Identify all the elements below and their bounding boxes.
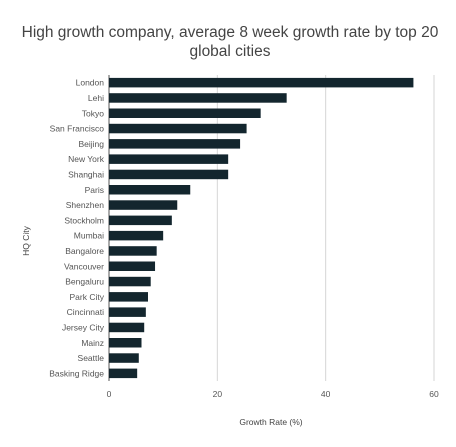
bar: [109, 368, 138, 379]
category-label: Tokyo: [82, 108, 104, 118]
bar: [109, 185, 191, 195]
bar: [109, 93, 287, 103]
category-label: Jersey City: [62, 322, 105, 332]
category-label: Cincinnati: [67, 307, 104, 317]
bar: [109, 215, 172, 226]
category-label: Shanghai: [68, 169, 104, 179]
gridlines: [108, 75, 435, 381]
category-label: Basking Ridge: [49, 368, 104, 378]
x-tick-label: 60: [429, 389, 439, 399]
x-axis-label: Growth Rate (%): [239, 417, 302, 427]
bar: [109, 307, 146, 317]
category-label: Stockholm: [64, 215, 104, 225]
x-tick-label: 0: [107, 389, 112, 399]
bar: [109, 108, 261, 118]
category-label: Paris: [85, 185, 104, 195]
bars: [109, 77, 414, 379]
category-label: Mainz: [81, 338, 104, 348]
bar: [109, 154, 229, 164]
x-tick-label: 20: [213, 389, 223, 399]
category-label: San Francisco: [50, 124, 105, 134]
bar: [109, 353, 139, 363]
bar: [109, 200, 178, 210]
bar: [109, 338, 142, 348]
x-tick-labels: 0 20 40 60: [107, 389, 439, 399]
chart-title-line-1: High growth company, average 8 week grow…: [22, 24, 439, 41]
category-label: Beijing: [78, 139, 104, 149]
bar: [109, 77, 414, 88]
category-labels: London Lehi Tokyo San Francisco Beijing New Y…: [49, 78, 105, 379]
bar: [109, 261, 156, 271]
x-tick-label: 40: [321, 389, 331, 399]
category-label: Seattle: [78, 353, 105, 363]
bar: [109, 123, 247, 134]
category-label: Vancouver: [64, 261, 104, 271]
bar: [109, 169, 229, 180]
category-label: London: [76, 78, 105, 88]
bar: [109, 322, 145, 333]
category-label: Lehi: [88, 93, 104, 103]
bar: [109, 276, 151, 287]
chart-title-line-2: global cities: [190, 43, 271, 60]
bar: [109, 230, 164, 241]
category-label: Mumbai: [74, 231, 104, 241]
bar: [109, 246, 157, 256]
bar: [109, 139, 241, 149]
category-label: Shenzhen: [66, 200, 105, 210]
category-label: New York: [68, 154, 105, 164]
y-axis-label: HQ City: [21, 225, 31, 256]
category-label: Bengaluru: [65, 277, 104, 287]
category-label: Bangalore: [65, 246, 104, 256]
category-label: Park City: [70, 292, 105, 302]
bar: [109, 292, 148, 302]
